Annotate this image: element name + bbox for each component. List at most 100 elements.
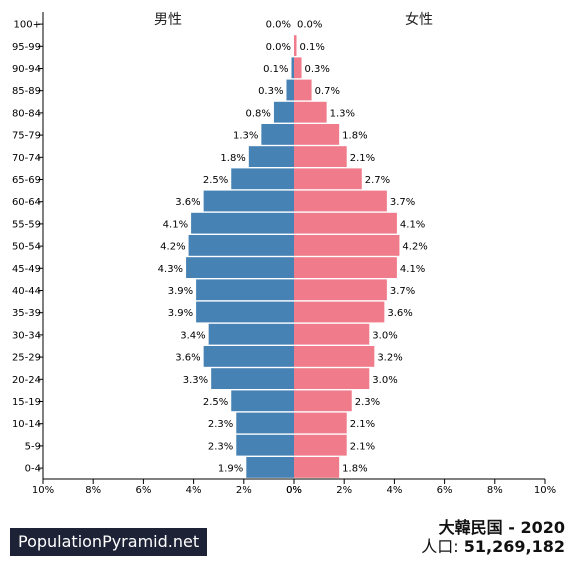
male-value-label: 2.5% xyxy=(203,397,228,408)
x-tick-label-right: 4% xyxy=(386,485,402,496)
male-value-label: 4.1% xyxy=(163,219,188,230)
x-tick-label-left: 10% xyxy=(32,485,54,496)
male-value-label: 2.5% xyxy=(203,175,228,186)
age-group-label: 15-19 xyxy=(12,397,41,408)
x-tick-label-right: 0% xyxy=(286,485,302,496)
male-value-label: 3.3% xyxy=(183,375,208,386)
population-label: 人口: xyxy=(421,537,459,556)
x-tick-label-left: 4% xyxy=(186,485,202,496)
male-bar xyxy=(203,190,294,212)
age-group-label: 5-9 xyxy=(25,441,41,452)
female-bar xyxy=(294,146,347,167)
male-bar xyxy=(191,212,294,234)
male-value-label: 3.6% xyxy=(175,197,200,208)
male-bar xyxy=(261,124,294,145)
male-bar xyxy=(236,412,294,434)
female-bar xyxy=(294,368,370,389)
male-value-label: 0.8% xyxy=(246,108,271,119)
age-group-label: 85-89 xyxy=(12,86,41,97)
female-bar xyxy=(294,190,387,212)
male-value-label: 4.3% xyxy=(158,264,183,275)
female-bar xyxy=(294,390,352,412)
male-bar xyxy=(246,457,294,478)
female-value-label: 3.7% xyxy=(390,286,415,297)
age-group-label: 50-54 xyxy=(12,242,41,253)
male-bar xyxy=(196,301,294,323)
age-group-label: 20-24 xyxy=(12,375,41,386)
male-bar xyxy=(211,368,294,389)
female-bar xyxy=(294,235,400,256)
x-tick-label-right: 2% xyxy=(336,485,352,496)
female-bar xyxy=(294,57,302,79)
female-value-label: 4.1% xyxy=(400,219,425,230)
age-group-label: 65-69 xyxy=(12,175,41,186)
female-value-label: 3.0% xyxy=(372,375,397,386)
male-side-label: 男性 xyxy=(154,12,182,28)
age-group-label: 45-49 xyxy=(12,264,41,275)
age-group-label: 60-64 xyxy=(12,197,41,208)
age-group-label: 90-94 xyxy=(12,64,41,75)
female-value-label: 3.7% xyxy=(390,197,415,208)
male-bar xyxy=(248,146,294,167)
x-tick-label-left: 2% xyxy=(236,485,252,496)
population-readout: 人口: 51,269,182 xyxy=(421,533,565,557)
x-tick-label-right: 10% xyxy=(534,485,556,496)
female-side-label: 女性 xyxy=(405,11,433,28)
female-bar xyxy=(294,457,340,478)
female-value-label: 1.3% xyxy=(330,108,355,119)
male-bar xyxy=(186,257,294,278)
age-group-label: 55-59 xyxy=(12,219,41,230)
male-value-label: 4.2% xyxy=(160,242,185,253)
age-group-label: 10-14 xyxy=(12,419,41,430)
age-group-label: 100+ xyxy=(14,20,41,31)
population-value: 51,269,182 xyxy=(463,537,565,556)
brand-logo[interactable]: PopulationPyramid.net xyxy=(10,528,208,556)
female-value-label: 3.6% xyxy=(387,308,412,319)
female-value-label: 4.1% xyxy=(400,264,425,275)
male-value-label: 2.3% xyxy=(208,441,233,452)
female-bar xyxy=(294,79,312,101)
age-group-label: 70-74 xyxy=(12,153,41,164)
x-tick-label-left: 0% xyxy=(286,485,302,496)
female-value-label: 1.8% xyxy=(342,464,367,475)
male-bar xyxy=(291,57,294,79)
male-bar xyxy=(231,390,294,412)
male-value-label: 1.8% xyxy=(220,153,245,164)
male-value-label: 3.9% xyxy=(168,308,193,319)
male-value-label: 1.3% xyxy=(233,131,258,142)
x-tick-label-right: 6% xyxy=(437,485,453,496)
male-value-label: 2.3% xyxy=(208,419,233,430)
female-bar xyxy=(294,101,327,123)
female-bar xyxy=(294,168,362,190)
age-group-label: 40-44 xyxy=(12,286,41,297)
chart-title: 大韓民国 - 2020 xyxy=(438,518,565,537)
female-value-label: 3.0% xyxy=(372,330,397,341)
female-bar xyxy=(294,35,297,56)
male-bar xyxy=(236,434,294,456)
male-value-label: 0.0% xyxy=(266,20,291,31)
male-bar xyxy=(273,101,294,123)
female-bar xyxy=(294,346,375,367)
female-value-label: 2.7% xyxy=(365,175,390,186)
male-bar xyxy=(188,235,294,256)
age-group-label: 75-79 xyxy=(12,131,41,142)
female-bar xyxy=(294,323,370,345)
female-value-label: 4.2% xyxy=(402,242,427,253)
age-group-label: 25-29 xyxy=(12,353,41,364)
male-bar xyxy=(231,168,294,190)
female-value-label: 3.2% xyxy=(377,353,402,364)
male-value-label: 3.6% xyxy=(175,353,200,364)
female-bar xyxy=(294,124,340,145)
female-value-label: 2.3% xyxy=(355,397,380,408)
male-value-label: 1.9% xyxy=(218,464,243,475)
male-bar xyxy=(203,346,294,367)
x-tick-label-left: 6% xyxy=(135,485,151,496)
age-group-label: 35-39 xyxy=(12,308,41,319)
age-group-label: 0-4 xyxy=(25,464,41,475)
age-group-label: 30-34 xyxy=(12,330,41,341)
female-value-label: 2.1% xyxy=(350,441,375,452)
female-value-label: 0.3% xyxy=(305,64,330,75)
male-bar xyxy=(286,79,294,101)
age-group-label: 80-84 xyxy=(12,108,41,119)
female-value-label: 0.7% xyxy=(315,86,340,97)
